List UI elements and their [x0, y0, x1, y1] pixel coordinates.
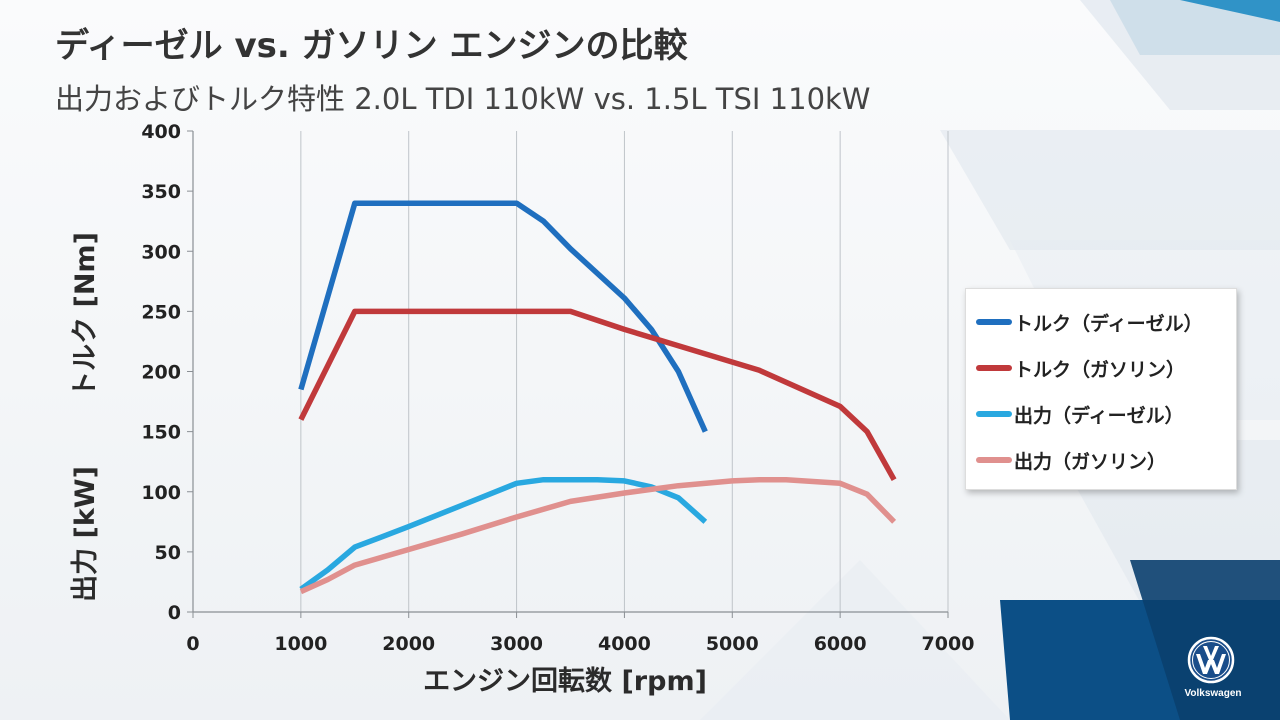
legend-item: トルク（ガソリン）: [966, 345, 1236, 391]
y-axis-label-torque: トルク [Nm]: [70, 232, 101, 398]
legend-item: トルク（ディーゼル）: [966, 299, 1236, 345]
legend-swatch: [976, 457, 1012, 463]
chart-legend: トルク（ディーゼル） トルク（ガソリン） 出力（ディーゼル） 出力（ガソリン）: [965, 288, 1237, 490]
y-tick-label: 150: [141, 422, 181, 444]
y-tick-label: 100: [141, 482, 181, 504]
legend-item: 出力（ディーゼル）: [966, 391, 1236, 437]
series-line: [299, 476, 708, 592]
y-tick-label: 0: [168, 602, 181, 624]
y-tick-label: 400: [141, 121, 181, 143]
x-tick-label: 2000: [382, 633, 435, 655]
x-tick-label: 1000: [274, 633, 327, 655]
legend-item: 出力（ガソリン）: [966, 437, 1236, 483]
legend-swatch: [976, 365, 1012, 371]
x-axis-label: エンジン回転数 [rpm]: [423, 666, 707, 697]
legend-swatch: [976, 319, 1012, 325]
series-line: [298, 200, 708, 433]
x-tick-label: 6000: [814, 633, 867, 655]
legend-label: トルク（ディーゼル）: [1014, 312, 1203, 335]
y-tick-label: 200: [141, 362, 181, 384]
volkswagen-logo-icon: [1187, 636, 1235, 684]
page-title: ディーゼル vs. ガソリン エンジンの比較: [55, 26, 688, 66]
y-tick-label: 250: [141, 301, 181, 323]
series-line: [299, 476, 897, 595]
brand-name: Volkswagen: [1184, 688, 1242, 699]
y-tick-label: 300: [141, 241, 181, 263]
legend-label: 出力（ガソリン）: [1014, 450, 1167, 473]
y-tick-label: 50: [155, 542, 181, 564]
page-subtitle: 出力およびトルク特性 2.0L TDI 110kW vs. 1.5L TSI 1…: [55, 82, 871, 116]
legend-label: 出力（ディーゼル）: [1014, 404, 1184, 427]
x-tick-label: 0: [186, 633, 199, 655]
legend-swatch: [976, 411, 1012, 417]
x-tick-label: 3000: [490, 633, 543, 655]
x-tick-label: 4000: [598, 633, 651, 655]
legend-label: トルク（ガソリン）: [1014, 358, 1186, 381]
y-tick-label: 350: [141, 181, 181, 203]
x-tick-label: 7000: [922, 633, 975, 655]
x-tick-label: 5000: [706, 633, 759, 655]
y-axis-label-power: 出力 [kW]: [70, 466, 101, 602]
series-line: [298, 308, 897, 482]
